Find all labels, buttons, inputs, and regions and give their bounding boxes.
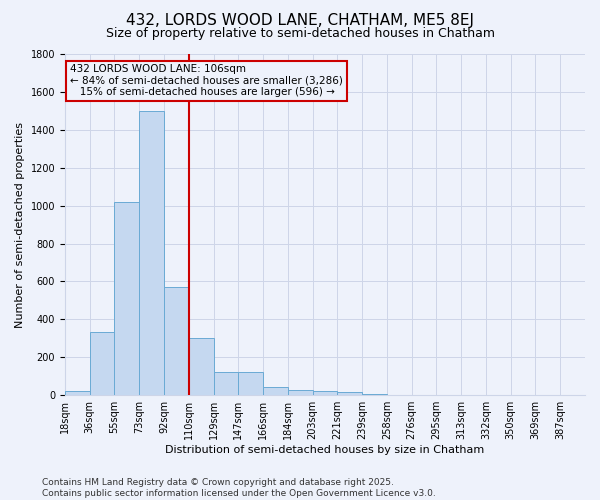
Bar (362, 394, 387, 395)
Bar (337, 392, 362, 395)
Bar (65, 391, 89, 395)
Text: Contains HM Land Registry data © Crown copyright and database right 2025.
Contai: Contains HM Land Registry data © Crown c… (42, 478, 436, 498)
Bar (189, 338, 214, 395)
Bar (164, 287, 189, 395)
Bar (313, 392, 337, 395)
Text: 432, LORDS WOOD LANE, CHATHAM, ME5 8EJ: 432, LORDS WOOD LANE, CHATHAM, ME5 8EJ (126, 12, 474, 28)
Bar (89, 332, 115, 395)
Bar (263, 386, 288, 395)
Bar (139, 111, 164, 395)
Bar (238, 372, 263, 395)
Text: Size of property relative to semi-detached houses in Chatham: Size of property relative to semi-detach… (106, 28, 494, 40)
Y-axis label: Number of semi-detached properties: Number of semi-detached properties (15, 122, 25, 328)
Bar (288, 390, 313, 395)
Text: 432 LORDS WOOD LANE: 106sqm
← 84% of semi-detached houses are smaller (3,286)
  : 432 LORDS WOOD LANE: 106sqm ← 84% of sem… (70, 64, 343, 98)
Bar (115, 202, 139, 395)
Bar (214, 372, 238, 395)
X-axis label: Distribution of semi-detached houses by size in Chatham: Distribution of semi-detached houses by … (166, 445, 485, 455)
